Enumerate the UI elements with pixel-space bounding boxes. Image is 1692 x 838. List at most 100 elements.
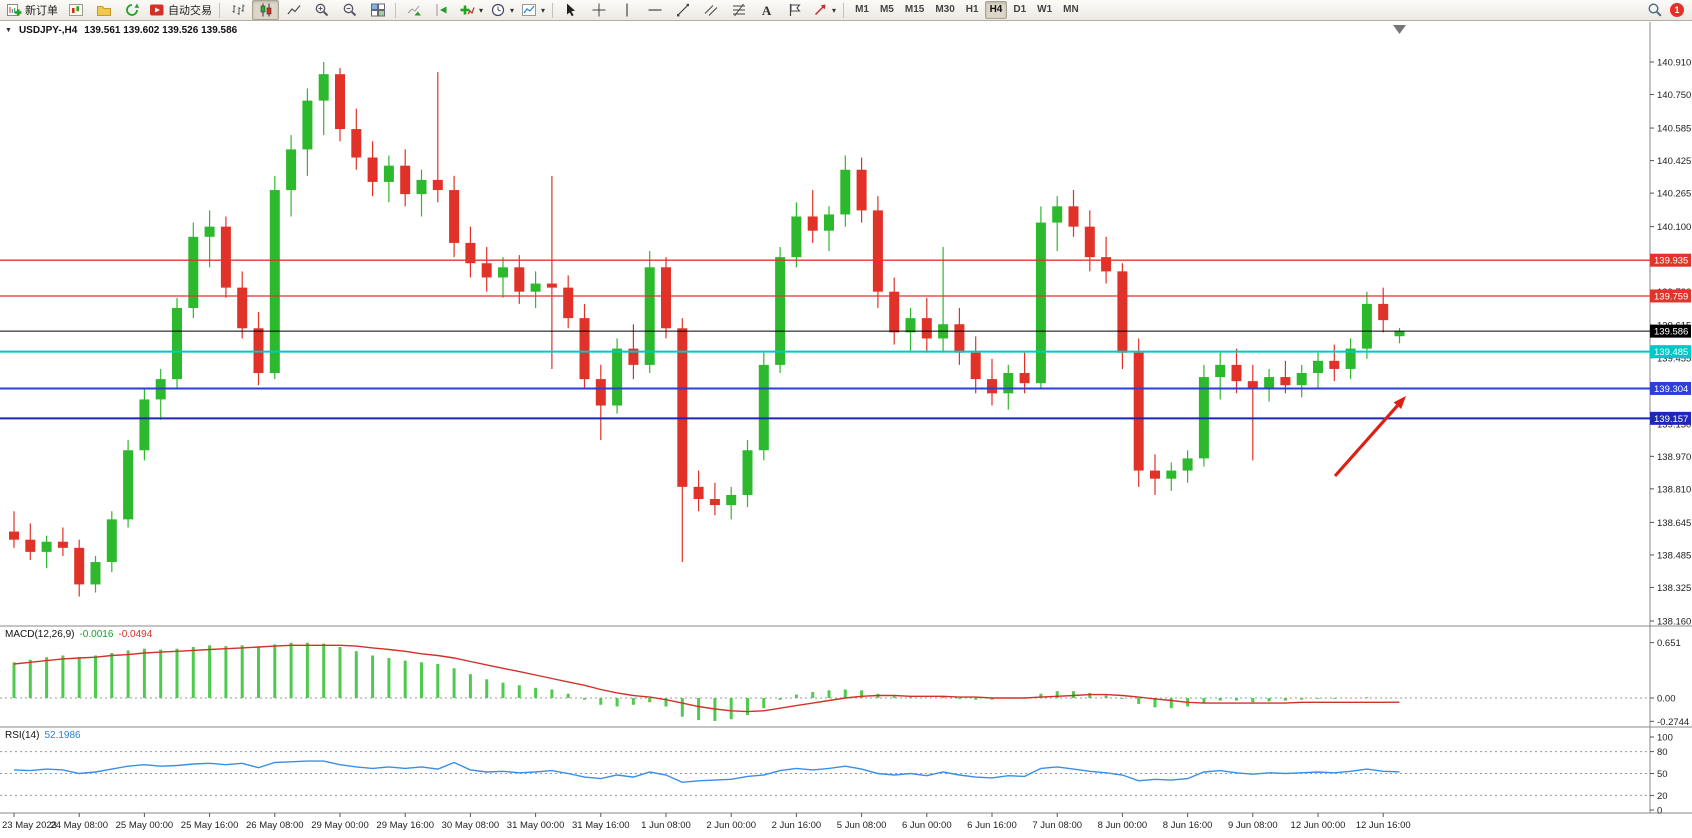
- svg-text:0.651: 0.651: [1657, 638, 1681, 649]
- new-order-button[interactable]: 新订单: [3, 0, 61, 20]
- svg-text:138.810: 138.810: [1657, 484, 1691, 495]
- chart-shift-button[interactable]: [428, 0, 455, 20]
- price-tags: 139.935 139.759 139.586 139.485 139.304 139.1…: [1650, 253, 1691, 425]
- line-chart-type-button[interactable]: [280, 0, 307, 20]
- timeframe-mn-button[interactable]: MN: [1063, 4, 1079, 15]
- dropdown-arrow-icon: ▾: [510, 5, 515, 15]
- svg-text:30 May 08:00: 30 May 08:00: [442, 820, 500, 831]
- tile-windows-button[interactable]: [364, 0, 391, 20]
- rsi-indicator-label: RSI(14) 52.1986: [5, 730, 81, 741]
- timeframe-m15-button[interactable]: M15: [904, 4, 925, 15]
- autotrading-button[interactable]: 自动交易: [146, 0, 215, 20]
- channel-tool-button[interactable]: [697, 0, 724, 20]
- autotrading-icon: [150, 4, 164, 16]
- vertical-line-tool-button[interactable]: [613, 0, 640, 20]
- label-tool-button[interactable]: [781, 0, 808, 20]
- toolbar-separator: [843, 2, 845, 18]
- dropdown-arrow-icon: ▾: [479, 5, 484, 15]
- profiles-button[interactable]: [90, 0, 117, 20]
- svg-text:139.935: 139.935: [1654, 256, 1688, 267]
- zoom-in-button[interactable]: [308, 0, 335, 20]
- svg-text:29 May 00:00: 29 May 00:00: [311, 820, 369, 831]
- fibonacci-tool-button[interactable]: [725, 0, 752, 20]
- arrows-tool-button[interactable]: ▾: [809, 0, 839, 20]
- indicators-icon: [460, 5, 475, 15]
- svg-text:140.100: 140.100: [1657, 222, 1691, 233]
- notification-badge[interactable]: 1: [1670, 3, 1684, 17]
- timeframe-d1-button[interactable]: D1: [1013, 4, 1027, 15]
- horizontal-level-lines[interactable]: [0, 259, 1650, 420]
- toolbar-separator: [395, 2, 396, 18]
- horizontal-line-tool-button[interactable]: [641, 0, 668, 20]
- chart-canvas[interactable]: 140.910 140.750 140.585 140.425 140.265 140.1…: [0, 22, 1692, 838]
- text-tool-button[interactable]: A: [753, 0, 780, 20]
- price-axis[interactable]: 140.910 140.750 140.585 140.425 140.265 140.1…: [1650, 58, 1691, 628]
- timeframe-h1-button[interactable]: H1: [965, 4, 979, 15]
- chart-title: ▼ USDJPY-,H4 139.561 139.602 139.526 139…: [5, 25, 237, 36]
- macd-signal-value: -0.0494: [118, 629, 153, 640]
- svg-text:139.157: 139.157: [1654, 414, 1688, 425]
- svg-text:138.485: 138.485: [1657, 550, 1691, 561]
- svg-text:138.160: 138.160: [1657, 617, 1691, 628]
- templates-icon: [522, 4, 537, 16]
- autotrading-label: 自动交易: [168, 5, 212, 17]
- svg-text:2 Jun 16:00: 2 Jun 16:00: [772, 820, 822, 831]
- refresh-button[interactable]: [118, 0, 145, 20]
- chart-menu-arrow-icon[interactable]: ▼: [5, 27, 12, 34]
- timeframe-m30-button[interactable]: M30: [935, 4, 955, 15]
- periods-button[interactable]: ▾: [487, 0, 517, 20]
- timeframe-h4-button[interactable]: H4: [984, 1, 1008, 19]
- svg-text:6 Jun 00:00: 6 Jun 00:00: [902, 820, 952, 831]
- tile-windows-icon: [370, 3, 385, 17]
- new-chart-button[interactable]: [62, 0, 89, 20]
- svg-text:100: 100: [1657, 733, 1673, 744]
- svg-text:140.585: 140.585: [1657, 124, 1691, 135]
- zoom-out-button[interactable]: [336, 0, 363, 20]
- svg-text:31 May 16:00: 31 May 16:00: [572, 820, 630, 831]
- macd-signal-line: [13, 644, 1400, 713]
- search-icon[interactable]: [1647, 2, 1663, 18]
- svg-text:8 Jun 00:00: 8 Jun 00:00: [1098, 820, 1148, 831]
- svg-text:138.970: 138.970: [1657, 452, 1691, 463]
- label-flag-icon: [789, 4, 801, 16]
- text-tool-icon: A: [761, 2, 772, 18]
- svg-text:5 Jun 08:00: 5 Jun 08:00: [837, 820, 887, 831]
- timeframe-m1-button[interactable]: M1: [855, 4, 869, 15]
- chart-shift-marker[interactable]: [1393, 25, 1406, 34]
- bar-chart-type-button[interactable]: [224, 0, 251, 20]
- fibonacci-icon: [732, 3, 745, 17]
- auto-scroll-icon: [407, 5, 421, 16]
- svg-text:7 Jun 08:00: 7 Jun 08:00: [1032, 820, 1082, 831]
- svg-text:139.759: 139.759: [1654, 291, 1688, 302]
- timeframe-w1-button[interactable]: W1: [1037, 4, 1053, 15]
- svg-text:140.750: 140.750: [1657, 90, 1691, 101]
- annotation-arrow[interactable]: [1333, 404, 1399, 478]
- trendline-tool-button[interactable]: [669, 0, 696, 20]
- timeframe-m5-button[interactable]: M5: [879, 4, 894, 15]
- svg-text:20: 20: [1657, 791, 1668, 802]
- svg-text:138.645: 138.645: [1657, 518, 1691, 529]
- svg-text:139.304: 139.304: [1654, 384, 1688, 395]
- main-toolbar: 新订单 自动交易: [0, 0, 1692, 21]
- bar-chart-type-icon: [232, 4, 244, 15]
- templates-button[interactable]: ▾: [518, 0, 548, 20]
- svg-text:140.425: 140.425: [1657, 156, 1691, 167]
- arrow-tool-icon: [815, 4, 826, 16]
- svg-text:80: 80: [1657, 747, 1668, 758]
- crosshair-tool-button[interactable]: [585, 0, 612, 20]
- indicators-button[interactable]: ▾: [456, 0, 486, 20]
- auto-scroll-button[interactable]: [400, 0, 427, 20]
- svg-text:23 May 2023: 23 May 2023: [2, 820, 57, 831]
- toolbar-separator: [219, 2, 220, 18]
- svg-text:31 May 00:00: 31 May 00:00: [507, 820, 565, 831]
- svg-text:0.00: 0.00: [1657, 694, 1676, 705]
- cursor-tool-button[interactable]: [557, 0, 584, 20]
- candlestick-type-button[interactable]: [252, 0, 279, 20]
- rsi-value: 52.1986: [44, 730, 81, 741]
- svg-text:6 Jun 16:00: 6 Jun 16:00: [967, 820, 1017, 831]
- new-order-label: 新订单: [25, 5, 58, 17]
- macd-main-value: -0.0016: [79, 629, 114, 640]
- annotation-arrow-head: [1393, 396, 1406, 409]
- svg-text:-0.2744: -0.2744: [1657, 717, 1689, 728]
